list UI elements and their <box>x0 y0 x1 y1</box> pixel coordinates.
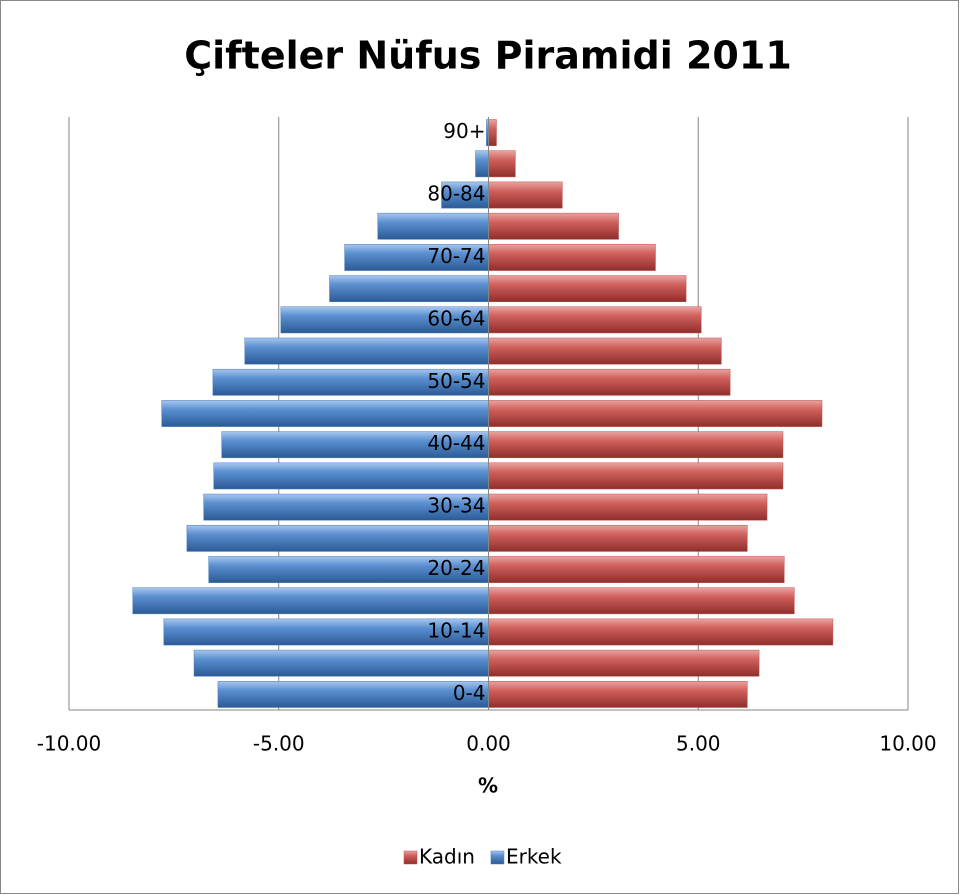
x-tick-label: 0.00 <box>466 732 511 756</box>
bar <box>329 275 489 303</box>
bar <box>488 337 722 365</box>
bar <box>221 431 489 459</box>
bar <box>488 119 497 146</box>
bar <box>488 587 795 615</box>
bar <box>217 681 489 708</box>
y-tick-label: 20-24 <box>427 556 485 580</box>
bar <box>488 462 784 490</box>
legend-swatch <box>490 850 505 865</box>
bar <box>488 681 748 708</box>
bar <box>488 524 748 552</box>
bar <box>488 431 784 459</box>
y-tick-label: 50-54 <box>427 369 485 393</box>
bar <box>488 150 516 178</box>
bar <box>132 587 489 615</box>
y-tick-label: 80-84 <box>427 182 485 206</box>
bar <box>488 400 823 427</box>
bar <box>488 618 834 646</box>
y-tick-label: 10-14 <box>427 618 485 642</box>
legend-label: Erkek <box>506 845 562 869</box>
y-tick-label: 0-4 <box>453 681 486 705</box>
bar <box>344 244 489 271</box>
bar <box>488 493 768 521</box>
bar <box>280 306 489 334</box>
bar <box>186 524 489 552</box>
x-tick-label: 5.00 <box>676 732 721 756</box>
bar <box>488 649 760 677</box>
bar <box>377 212 489 240</box>
x-axis-label: % <box>478 774 498 798</box>
bar <box>488 306 702 334</box>
bar <box>213 462 489 490</box>
bar <box>244 337 489 365</box>
legend-swatch <box>403 850 418 865</box>
chart-title: Çifteler Nüfus Piramidi 2011 <box>184 34 792 78</box>
y-tick-label: 70-74 <box>427 244 485 268</box>
bar <box>441 181 489 209</box>
bar <box>488 212 619 240</box>
bar <box>488 275 687 303</box>
bar <box>193 649 489 677</box>
bar <box>488 556 785 583</box>
x-tick-label: 10.00 <box>879 732 936 756</box>
y-tick-label: 30-34 <box>427 494 485 518</box>
x-tick-label: -10.00 <box>37 732 101 756</box>
bar <box>212 368 489 396</box>
y-tick-label: 90+ <box>443 119 485 143</box>
bar <box>161 400 489 427</box>
y-tick-label: 40-44 <box>427 431 485 455</box>
bar <box>203 493 489 521</box>
y-tick-label: 60-64 <box>427 306 485 330</box>
bar <box>488 244 656 271</box>
bar <box>488 368 731 396</box>
legend-label: Kadın <box>419 845 475 869</box>
bar <box>475 150 489 178</box>
x-tick-label: -5.00 <box>253 732 305 756</box>
bar <box>488 181 563 209</box>
